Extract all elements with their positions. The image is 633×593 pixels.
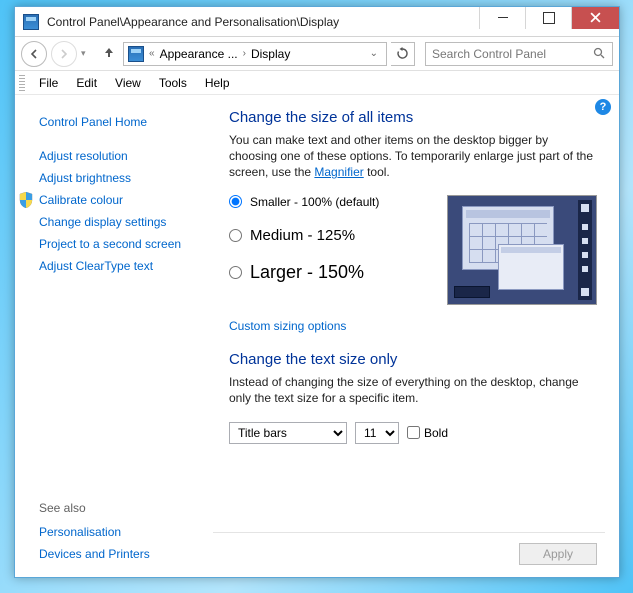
- section-size-desc: You can make text and other items on the…: [229, 132, 597, 181]
- sidebar-project-screen[interactable]: Project to a second screen: [39, 233, 213, 255]
- address-bar[interactable]: « Appearance ... › Display ⌄: [123, 42, 387, 66]
- radio-larger[interactable]: Larger - 150%: [229, 262, 435, 283]
- item-select[interactable]: Title bars: [229, 422, 347, 444]
- search-icon: [593, 47, 606, 60]
- bold-label: Bold: [424, 426, 448, 440]
- menu-tools[interactable]: Tools: [151, 74, 195, 92]
- titlebar[interactable]: Control Panel\Appearance and Personalisa…: [15, 7, 619, 37]
- minimize-button[interactable]: [479, 7, 525, 29]
- shield-icon: [19, 192, 33, 208]
- apply-button[interactable]: Apply: [519, 543, 597, 565]
- menu-help[interactable]: Help: [197, 74, 238, 92]
- navigation-bar: ▾ « Appearance ... › Display ⌄ Search Co…: [15, 37, 619, 71]
- menu-view[interactable]: View: [107, 74, 149, 92]
- chevron-icon[interactable]: «: [148, 48, 156, 59]
- see-also-header: See also: [39, 501, 213, 521]
- breadcrumb-seg1[interactable]: Appearance ...: [158, 47, 240, 61]
- radio-smaller-input[interactable]: [229, 195, 242, 208]
- forward-button[interactable]: [51, 41, 77, 67]
- control-panel-window: Control Panel\Appearance and Personalisa…: [14, 6, 620, 578]
- preview-image: [447, 195, 597, 305]
- radio-larger-input[interactable]: [229, 266, 242, 279]
- radio-medium[interactable]: Medium - 125%: [229, 227, 435, 244]
- back-button[interactable]: [21, 41, 47, 67]
- main-panel: ? Change the size of all items You can m…: [221, 95, 619, 577]
- sidebar-calibrate-colour[interactable]: Calibrate colour: [39, 189, 213, 211]
- size-select[interactable]: 11: [355, 422, 399, 444]
- close-button[interactable]: [571, 7, 619, 29]
- custom-sizing-link[interactable]: Custom sizing options: [229, 319, 597, 333]
- section-text-desc: Instead of changing the size of everythi…: [229, 374, 597, 406]
- section-text-title: Change the text size only: [229, 351, 597, 368]
- bold-checkbox-input[interactable]: [407, 426, 420, 439]
- radio-smaller-label: Smaller - 100% (default): [250, 195, 379, 209]
- sidebar-cleartype[interactable]: Adjust ClearType text: [39, 255, 213, 277]
- size-radio-group: Smaller - 100% (default) Medium - 125% L…: [229, 195, 435, 305]
- control-panel-icon: [23, 14, 39, 30]
- sidebar-home[interactable]: Control Panel Home: [39, 111, 213, 133]
- sidebar-adjust-resolution[interactable]: Adjust resolution: [39, 145, 213, 167]
- bold-checkbox[interactable]: Bold: [407, 426, 448, 440]
- radio-larger-label: Larger - 150%: [250, 262, 364, 283]
- sidebar: Control Panel Home Adjust resolution Adj…: [15, 95, 221, 577]
- sidebar-devices-printers[interactable]: Devices and Printers: [39, 543, 213, 565]
- search-input[interactable]: Search Control Panel: [425, 42, 613, 66]
- help-icon[interactable]: ?: [595, 99, 611, 115]
- sidebar-personalisation[interactable]: Personalisation: [39, 521, 213, 543]
- section-size-title: Change the size of all items: [229, 109, 597, 126]
- magnifier-link[interactable]: Magnifier: [314, 165, 363, 179]
- breadcrumb-seg2[interactable]: Display: [249, 47, 292, 61]
- desc-text: tool.: [364, 165, 390, 179]
- radio-smaller[interactable]: Smaller - 100% (default): [229, 195, 435, 209]
- history-dropdown[interactable]: ▾: [81, 48, 95, 59]
- refresh-button[interactable]: [391, 42, 415, 66]
- sidebar-change-display[interactable]: Change display settings: [39, 211, 213, 233]
- path-icon: [128, 46, 144, 62]
- radio-medium-input[interactable]: [229, 229, 242, 242]
- maximize-button[interactable]: [525, 7, 571, 29]
- divider: [213, 532, 605, 533]
- menu-edit[interactable]: Edit: [68, 74, 105, 92]
- menu-file[interactable]: File: [31, 74, 66, 92]
- window-title: Control Panel\Appearance and Personalisa…: [45, 15, 479, 29]
- chevron-icon[interactable]: ›: [242, 48, 247, 59]
- search-placeholder: Search Control Panel: [432, 47, 546, 61]
- desc-text: You can make text and other items on the…: [229, 133, 593, 179]
- up-button[interactable]: [99, 45, 119, 62]
- sidebar-calibrate-label: Calibrate colour: [39, 193, 123, 207]
- grip-icon[interactable]: [19, 75, 25, 91]
- menu-bar: File Edit View Tools Help: [15, 71, 619, 95]
- radio-medium-label: Medium - 125%: [250, 227, 355, 244]
- sidebar-adjust-brightness[interactable]: Adjust brightness: [39, 167, 213, 189]
- address-dropdown-icon[interactable]: ⌄: [364, 48, 384, 59]
